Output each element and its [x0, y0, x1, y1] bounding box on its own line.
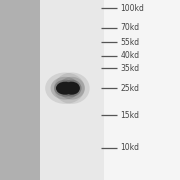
Ellipse shape: [62, 80, 82, 97]
Text: 25kd: 25kd: [121, 84, 140, 93]
Bar: [104, 0, 180, 180]
Ellipse shape: [54, 80, 76, 97]
Bar: [0, 0, 40, 180]
Ellipse shape: [51, 77, 79, 100]
Ellipse shape: [59, 77, 85, 100]
Text: 100kd: 100kd: [121, 4, 145, 13]
Bar: [40, 0, 104, 180]
Text: 70kd: 70kd: [121, 23, 140, 32]
Ellipse shape: [54, 73, 90, 104]
Text: 35kd: 35kd: [121, 64, 140, 73]
Text: 40kd: 40kd: [121, 51, 140, 60]
Ellipse shape: [64, 82, 80, 95]
Ellipse shape: [56, 82, 74, 95]
Text: 55kd: 55kd: [121, 38, 140, 47]
Text: 15kd: 15kd: [121, 111, 140, 120]
Ellipse shape: [45, 73, 85, 104]
Text: 10kd: 10kd: [121, 143, 140, 152]
